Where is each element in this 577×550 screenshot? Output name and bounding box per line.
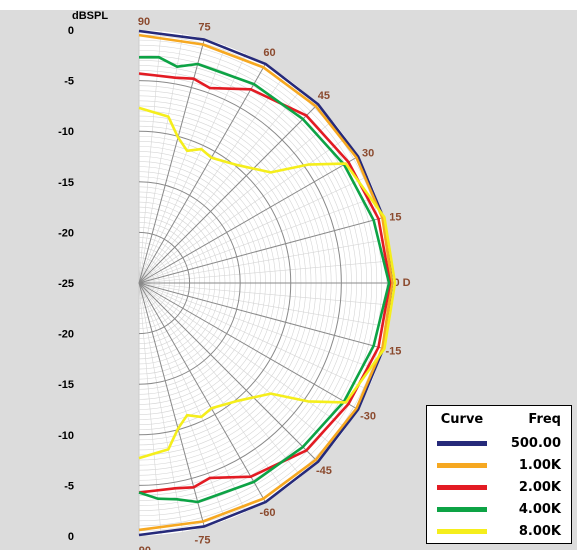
grid-radial-minor [138, 120, 333, 284]
grid-radial-minor [138, 45, 226, 284]
grid-radial-major [138, 217, 384, 284]
grid-radial-major [138, 282, 266, 503]
series-line [138, 106, 397, 460]
legend-header-curve: Curve [440, 411, 484, 427]
legend-header: Curve Freq [427, 406, 571, 432]
grid-radial-minor [138, 53, 247, 284]
y-axis-label: dBSPL [72, 10, 108, 22]
y-tick-label: -20 [58, 329, 74, 341]
y-tick-label: -15 [58, 379, 74, 391]
grid-radial-minor [138, 282, 162, 536]
legend-swatch [437, 528, 487, 534]
legend-item-label: 1.00K [518, 457, 561, 473]
y-tick-label: -15 [58, 177, 74, 189]
angle-label: 30 [362, 148, 374, 160]
y-tick-label: -20 [58, 227, 74, 239]
grid-radial-minor [138, 260, 392, 284]
y-tick-label: 0 [68, 531, 74, 543]
grid-radial-minor [138, 282, 302, 477]
grid-radial-minor [138, 282, 369, 391]
legend-swatch [437, 440, 487, 446]
grid-radial-major [138, 282, 319, 463]
y-tick-label: -5 [64, 76, 74, 88]
legend-header-freq: Freq [528, 411, 561, 427]
angle-label: -60 [260, 507, 276, 519]
legend: Curve Freq 500.00 1.00K 2.00K 4.00K 8.00… [426, 405, 572, 544]
legend-item-label: 2.00K [518, 479, 561, 495]
angle-label: -45 [316, 465, 332, 477]
grid-radial-major [138, 282, 384, 349]
legend-item-label: 500.00 [510, 435, 561, 451]
grid-radial-minor [138, 175, 369, 284]
grid-radial-minor [138, 137, 347, 284]
legend-swatch [437, 484, 487, 490]
legend-item-label: 8.00K [518, 523, 561, 539]
legend-item: 500.00 [427, 432, 571, 454]
legend-swatch [437, 506, 487, 512]
grid-radial-major [138, 156, 359, 284]
legend-item: 4.00K [427, 498, 571, 520]
grid-radial-minor [138, 75, 285, 284]
grid-radial-minor [138, 30, 162, 284]
grid-radial-major [138, 63, 266, 284]
angle-label: 60 [263, 47, 275, 59]
grid-radial-major [138, 103, 319, 284]
angle-label: 15 [389, 212, 401, 224]
legend-item: 8.00K [427, 520, 571, 542]
angle-label: 0 D [393, 277, 410, 289]
y-tick-label: 0 [68, 25, 74, 37]
grid-radial-minor [138, 282, 247, 513]
grid-radial-minor [138, 238, 389, 284]
legend-swatch [437, 462, 487, 468]
grid-radial-minor [138, 282, 226, 521]
legend-item-label: 4.00K [518, 501, 561, 517]
grid-radial-major [138, 282, 359, 410]
grid-radial-minor [138, 89, 302, 284]
angle-label: -30 [360, 411, 376, 423]
grid-radial-minor [138, 282, 285, 491]
angle-label: -15 [385, 346, 401, 358]
grid-radial-minor [138, 282, 392, 306]
y-tick-label: -5 [64, 480, 74, 492]
grid-radial-minor [138, 33, 184, 284]
grid-radial-minor [138, 282, 347, 429]
angle-label: -75 [195, 534, 211, 546]
grid-radial-minor [138, 282, 389, 328]
legend-item: 2.00K [427, 476, 571, 498]
y-tick-label: -25 [58, 278, 74, 290]
y-tick-label: -10 [58, 430, 74, 442]
y-tick-label: -10 [58, 126, 74, 138]
series-line [138, 33, 394, 532]
angle-label: -90 [135, 545, 151, 550]
angle-label: 90 [138, 16, 150, 28]
series-line [138, 55, 391, 504]
grid-radial-minor [138, 282, 333, 446]
grid-radial-minor [138, 282, 377, 370]
grid-radial-minor [138, 282, 184, 533]
angle-label: 45 [318, 90, 330, 102]
grid-radial-minor [138, 196, 377, 284]
angle-label: 75 [198, 22, 210, 34]
legend-item: 1.00K [427, 454, 571, 476]
